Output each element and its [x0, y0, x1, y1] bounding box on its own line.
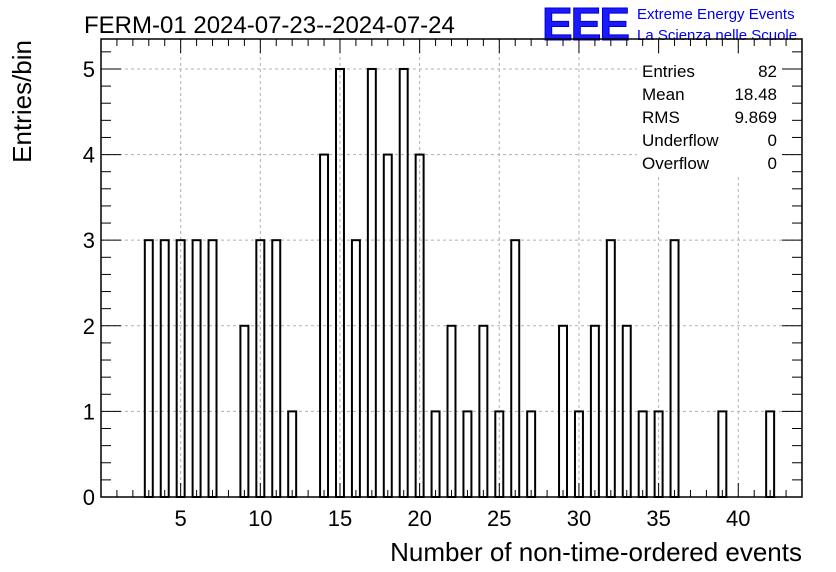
y-tick-label: 0 — [83, 485, 95, 510]
histogram-bar — [207, 239, 218, 498]
stats-label: RMS — [642, 108, 680, 127]
histogram-bar — [143, 239, 154, 498]
histogram-bar — [334, 67, 345, 498]
x-tick-label: 40 — [726, 506, 750, 531]
histogram-bar — [765, 410, 776, 498]
x-tick-label: 5 — [175, 506, 187, 531]
stats-label: Entries — [642, 62, 695, 81]
histogram-bar — [159, 239, 170, 498]
stats-label: Underflow — [642, 131, 719, 150]
histogram-bar — [287, 410, 298, 498]
stats-value: 18.48 — [734, 85, 777, 104]
histogram-bar — [510, 239, 521, 498]
histogram-bar — [717, 410, 728, 498]
y-tick-label: 2 — [83, 314, 95, 339]
histogram-bar — [255, 239, 266, 498]
stats-box: Entries 82 Mean 18.48 RMS 9.869 Underflow 0 Over… — [637, 57, 782, 174]
y-axis-title: Entries/bin — [7, 40, 37, 163]
grid-lines — [101, 39, 802, 497]
stats-label: Mean — [642, 85, 685, 104]
eee-logo-mark: EEE — [542, 0, 628, 50]
histogram-bar — [398, 67, 409, 498]
chart-title: FERM-01 2024-07-23--2024-07-24 — [84, 12, 455, 39]
x-tick-label: 20 — [407, 506, 431, 531]
eee-logo-line2: La Scienza nelle Scuole — [637, 27, 797, 44]
y-tick-label: 5 — [83, 57, 95, 82]
stats-label: Overflow — [642, 154, 710, 173]
x-tick-label: 30 — [567, 506, 591, 531]
stats-value: 82 — [758, 62, 777, 81]
histogram-bar — [175, 239, 186, 498]
axis-ticks — [100, 39, 803, 498]
stats-value: 9.869 — [734, 108, 777, 127]
eee-logo: EEE Extreme Energy Events La Scienza nel… — [542, 0, 798, 51]
histogram-bar — [430, 410, 441, 498]
x-tick-label: 10 — [248, 506, 272, 531]
histogram-bar — [637, 410, 648, 498]
y-tick-label: 1 — [83, 399, 95, 424]
histogram-bar — [526, 410, 537, 498]
histogram-bar — [605, 239, 616, 498]
x-tick-label: 15 — [328, 506, 352, 531]
x-axis-title: Number of non-time-ordered events — [390, 537, 802, 567]
stats-value: 0 — [768, 131, 777, 150]
histogram-bar — [350, 239, 361, 498]
x-tick-label: 25 — [487, 506, 511, 531]
stats-value: 0 — [768, 154, 777, 173]
tick-labels: 5 10 15 20 25 30 35 40 0 1 2 3 4 5 — [83, 57, 751, 531]
histogram-bar — [366, 67, 377, 498]
eee-logo-line1: Extreme Energy Events — [637, 6, 795, 23]
histogram-bar — [191, 239, 202, 498]
histogram-bar — [271, 239, 282, 498]
histogram-bar — [669, 239, 680, 498]
y-tick-label: 3 — [83, 228, 95, 253]
x-tick-label: 35 — [646, 506, 670, 531]
y-tick-label: 4 — [83, 143, 95, 168]
stats-box-background — [637, 57, 782, 174]
histogram-bar — [462, 410, 473, 498]
